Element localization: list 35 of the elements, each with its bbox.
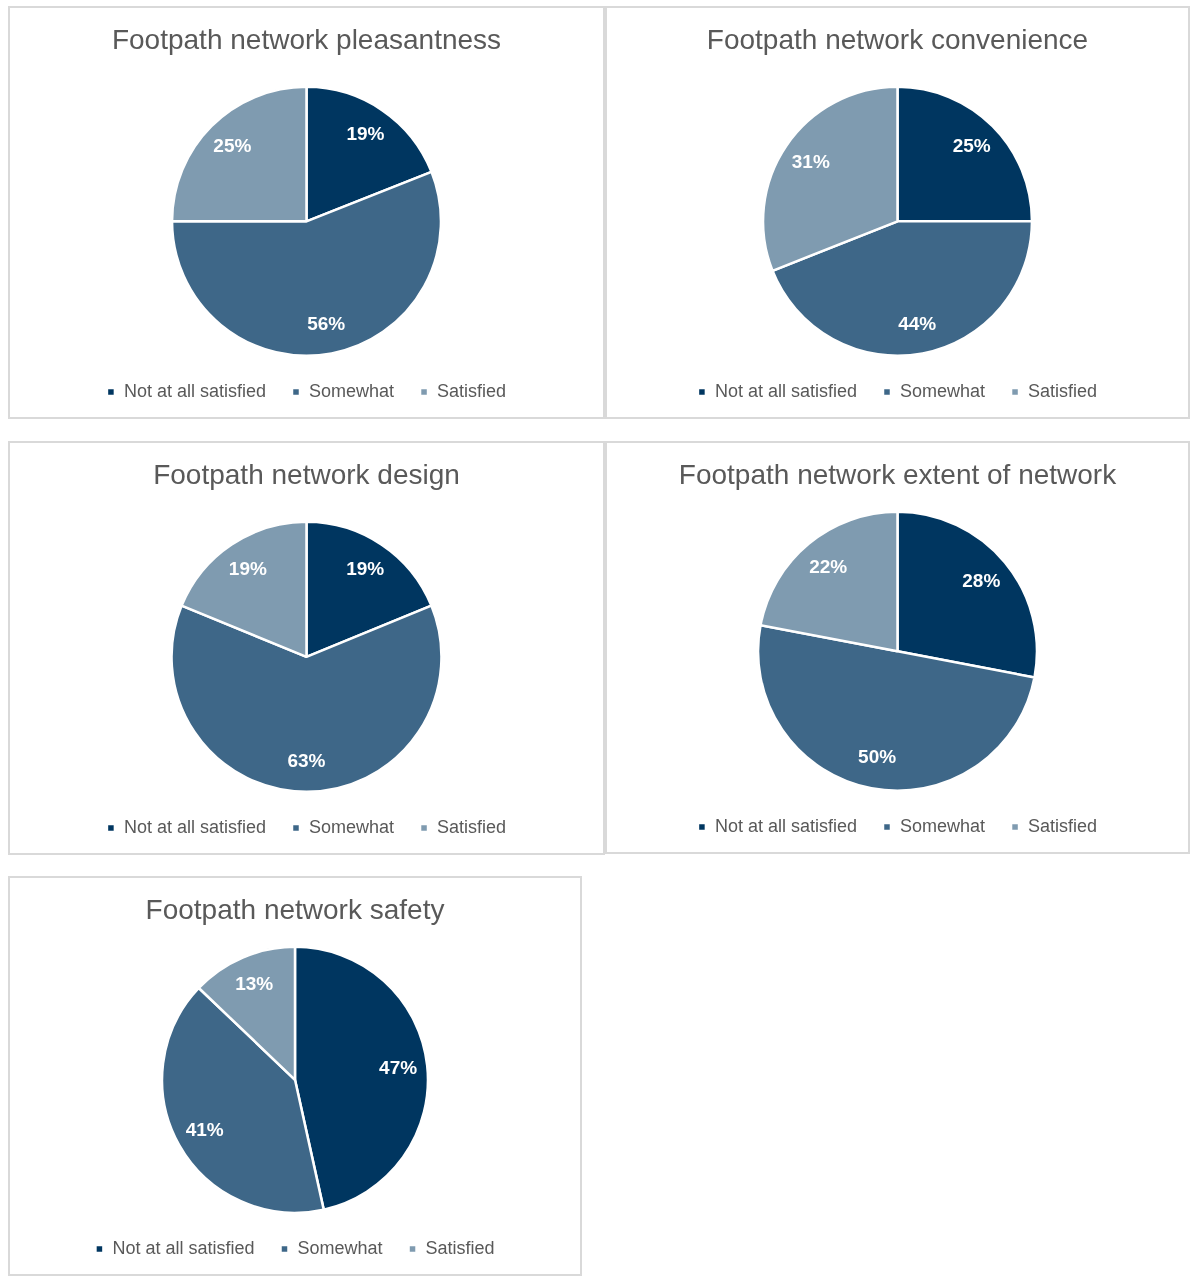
legend-label: Not at all satisfied <box>123 380 266 401</box>
legend-label: Somewhat <box>899 815 986 836</box>
chart-title: Footpath network convenience <box>706 23 1089 55</box>
chart-title: Footpath network pleasantness <box>111 23 502 55</box>
data-label: 25% <box>213 135 252 157</box>
legend-label: Satisfied <box>437 816 507 837</box>
legend-label: Somewhat <box>899 380 986 401</box>
data-label: 13% <box>235 972 274 994</box>
data-label: 50% <box>858 746 897 768</box>
chart-title: Footpath network extent of network <box>678 458 1118 490</box>
legend-label: Somewhat <box>297 1237 383 1258</box>
data-label: 41% <box>185 1118 224 1140</box>
data-label: 56% <box>307 312 346 334</box>
legend-label: Somewhat <box>308 816 395 837</box>
data-label: 19% <box>346 122 385 144</box>
data-label: 19% <box>228 557 267 579</box>
legend-label: Somewhat <box>308 380 395 401</box>
data-label: 19% <box>346 557 385 579</box>
data-label: 63% <box>287 750 326 772</box>
legend-label: Not at all satisfied <box>112 1237 255 1258</box>
data-label: 44% <box>898 312 937 334</box>
data-label: 22% <box>809 555 848 577</box>
legend-label: Not at all satisfied <box>714 815 857 836</box>
legend-label: Not at all satisfied <box>714 380 857 401</box>
legend-label: Satisfied <box>1028 815 1098 836</box>
data-label: 31% <box>791 150 830 172</box>
legend-label: Not at all satisfied <box>123 816 266 837</box>
chart-title: Footpath network design <box>153 458 460 490</box>
data-label: 25% <box>952 135 991 157</box>
legend-label: Satisfied <box>1028 380 1098 401</box>
legend-label: Satisfied <box>425 1237 495 1258</box>
data-label: 47% <box>379 1056 418 1078</box>
legend-label: Satisfied <box>437 380 507 401</box>
chart-title: Footpath network safety <box>145 893 445 925</box>
data-label: 28% <box>962 570 1001 592</box>
